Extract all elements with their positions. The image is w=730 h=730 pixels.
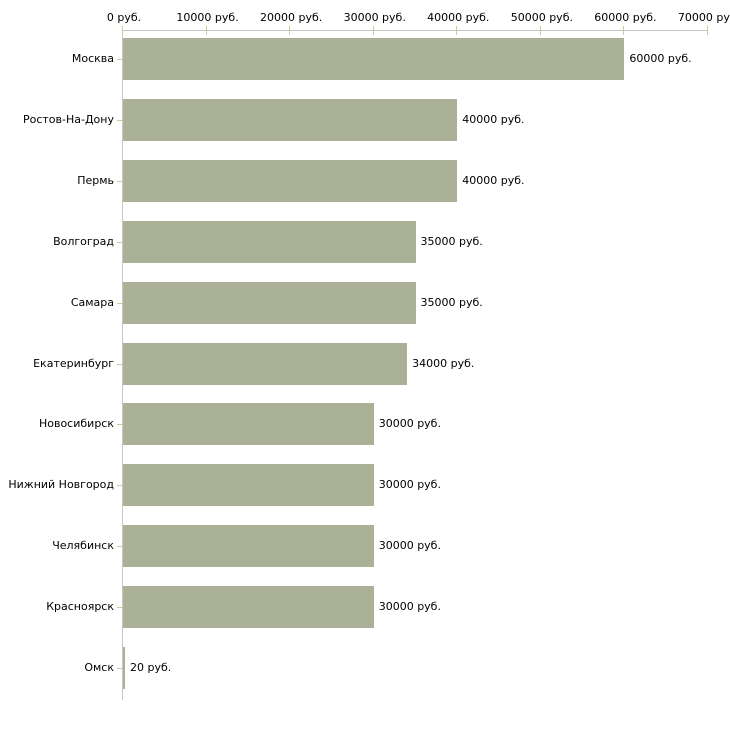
x-axis-tick-label: 20000 руб. — [260, 11, 323, 24]
x-axis-tick-label: 60000 руб. — [594, 11, 657, 24]
x-axis-tick — [122, 26, 123, 35]
value-label: 30000 руб. — [378, 478, 441, 491]
category-label: Самара — [70, 296, 114, 309]
x-axis-tick-label: 70000 руб. — [677, 11, 730, 24]
category-label: Ростов-На-Дону — [22, 113, 114, 126]
value-label: 35000 руб. — [420, 235, 483, 248]
x-axis-tick — [623, 26, 625, 35]
value-label: 30000 руб. — [378, 539, 441, 552]
category-tick — [117, 546, 122, 547]
x-axis-tick — [372, 26, 374, 35]
category-tick — [117, 668, 122, 669]
x-axis-tick — [456, 26, 458, 35]
value-label: 30000 руб. — [378, 417, 441, 430]
x-axis-tick — [707, 26, 708, 35]
category-label: Челябинск — [52, 539, 114, 552]
x-axis-tick — [539, 26, 541, 35]
bar — [123, 647, 125, 690]
category-tick — [117, 120, 122, 121]
value-label: 30000 руб. — [378, 600, 441, 613]
category-label: Красноярск — [46, 600, 114, 613]
x-axis-tick — [205, 26, 207, 35]
category-tick — [117, 59, 122, 60]
category-tick — [117, 485, 122, 486]
bar — [123, 403, 374, 446]
value-label: 60000 руб. — [629, 52, 692, 65]
bar — [123, 281, 416, 324]
category-label: Нижний Новгород — [8, 478, 114, 491]
x-axis-tick-label: 50000 руб. — [510, 11, 573, 24]
bar — [123, 38, 625, 80]
bar — [123, 342, 408, 385]
value-label: 35000 руб. — [420, 296, 483, 309]
category-tick — [117, 303, 122, 304]
value-label: 20 руб. — [130, 661, 172, 674]
category-tick — [117, 607, 122, 608]
value-label: 34000 руб. — [412, 357, 475, 370]
bar — [123, 98, 458, 141]
value-label: 40000 руб. — [462, 113, 525, 126]
category-label: Екатеринбург — [33, 357, 114, 370]
category-tick — [117, 181, 122, 182]
category-label: Волгоград — [53, 235, 114, 248]
bar — [123, 464, 374, 507]
category-tick — [117, 424, 122, 425]
bar — [123, 525, 374, 568]
category-label: Пермь — [77, 174, 114, 187]
category-tick — [117, 364, 122, 365]
x-axis-tick-label: 30000 руб. — [343, 11, 406, 24]
x-axis-tick-label: 40000 руб. — [427, 11, 490, 24]
bar — [123, 159, 458, 202]
y-axis-line — [122, 30, 123, 700]
category-label: Омск — [84, 661, 114, 674]
x-axis-tick — [289, 26, 291, 35]
bar — [123, 220, 416, 263]
value-label: 40000 руб. — [462, 174, 525, 187]
category-label: Новосибирск — [38, 417, 114, 430]
x-axis-line — [122, 30, 707, 31]
category-tick — [117, 242, 122, 243]
x-axis-tick-label: 10000 руб. — [176, 11, 239, 24]
bar — [123, 586, 374, 629]
category-label: Москва — [71, 52, 114, 65]
x-axis-tick-label: 0 руб. — [106, 11, 142, 24]
